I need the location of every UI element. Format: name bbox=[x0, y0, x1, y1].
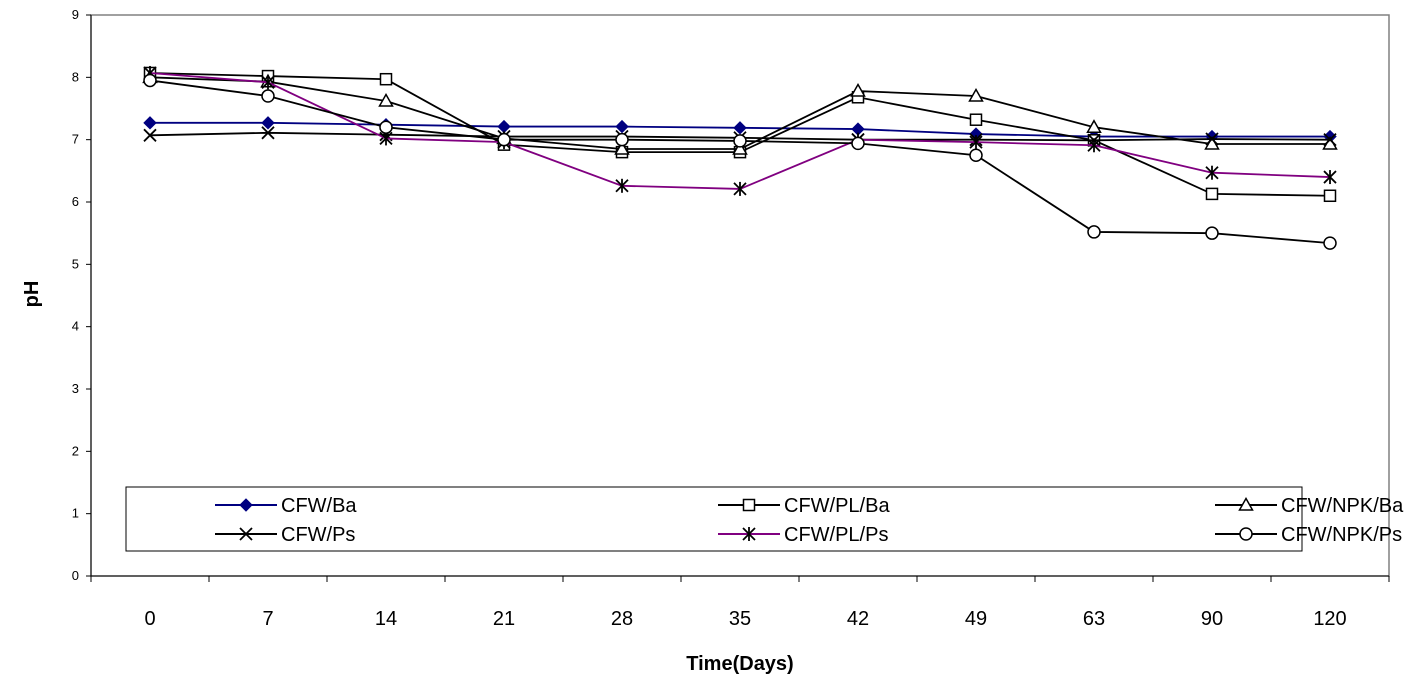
data-point bbox=[261, 89, 275, 103]
data-point bbox=[1205, 187, 1219, 201]
x-tick-label: 42 bbox=[847, 608, 869, 630]
data-point bbox=[1323, 189, 1337, 203]
data-point bbox=[143, 73, 157, 88]
x-tick-label: 28 bbox=[611, 608, 633, 630]
data-point bbox=[733, 181, 747, 196]
data-point bbox=[850, 83, 866, 97]
data-point bbox=[614, 140, 630, 155]
legend-entry: CFW/NPK/Ba bbox=[1215, 495, 1404, 517]
data-point bbox=[143, 116, 157, 130]
legend-label: CFW/NPK/Ps bbox=[1281, 524, 1402, 546]
legend-marker bbox=[1239, 527, 1253, 541]
legend-marker bbox=[239, 498, 253, 512]
data-point bbox=[732, 140, 748, 155]
x-tick-label: 49 bbox=[965, 608, 987, 630]
x-tick-label: 14 bbox=[375, 608, 397, 630]
data-point bbox=[851, 136, 865, 151]
x-axis-title: Time(Days) bbox=[686, 653, 793, 675]
data-point bbox=[378, 92, 394, 107]
legend-label: CFW/PL/Ps bbox=[784, 524, 888, 546]
data-point bbox=[261, 126, 275, 140]
x-tick-label: 90 bbox=[1201, 608, 1223, 630]
series-cfw-npk-ba bbox=[142, 69, 1338, 155]
y-tick-label: 5 bbox=[72, 256, 79, 271]
data-point bbox=[1086, 119, 1102, 133]
y-tick-label: 3 bbox=[72, 381, 79, 396]
y-axis: 0 1 2 3 4 5 6 7 8 9 bbox=[72, 7, 92, 583]
data-point bbox=[379, 72, 393, 86]
data-point bbox=[969, 135, 983, 150]
data-point bbox=[497, 132, 511, 147]
legend-marker bbox=[1238, 496, 1254, 511]
x-tick-label: 0 bbox=[144, 608, 155, 630]
series-cfw-ba bbox=[143, 116, 1337, 144]
data-point bbox=[1323, 236, 1337, 250]
legend-box bbox=[125, 486, 1303, 552]
data-point bbox=[261, 75, 275, 90]
x-tick-label: 120 bbox=[1313, 608, 1346, 630]
legend-entry: CFW/Ba bbox=[215, 495, 357, 517]
x-ticks: 0 7 14 21 28 35 42 49 63 90 120 bbox=[90, 576, 1390, 630]
series-layer bbox=[142, 65, 1338, 250]
y-tick-label: 7 bbox=[72, 132, 79, 147]
y-tick-label: 2 bbox=[72, 443, 79, 458]
series-cfw-npk-ps bbox=[143, 73, 1337, 250]
legend-marker bbox=[742, 498, 756, 512]
y-tick-label: 8 bbox=[72, 69, 79, 84]
legend-entry: CFW/NPK/Ps bbox=[1215, 524, 1402, 546]
data-point bbox=[1087, 225, 1101, 239]
x-tick-label: 35 bbox=[729, 608, 751, 630]
y-tick-label: 0 bbox=[72, 568, 79, 583]
data-point bbox=[615, 119, 629, 134]
x-axis: 0 7 14 21 28 35 42 49 63 90 120 bbox=[90, 575, 1390, 630]
legend-entry: CFW/PL/Ba bbox=[718, 495, 890, 517]
y-tick-label: 1 bbox=[72, 506, 79, 521]
legend-label: CFW/NPK/Ba bbox=[1281, 495, 1404, 517]
legend-marker bbox=[742, 527, 756, 541]
plot-area bbox=[90, 14, 1390, 577]
data-point bbox=[969, 148, 983, 162]
data-point bbox=[969, 113, 983, 126]
x-tick-label: 63 bbox=[1083, 608, 1105, 630]
data-point bbox=[1323, 133, 1337, 147]
legend-label: CFW/Ba bbox=[281, 495, 357, 517]
legend: CFW/Ba CFW/PL/Ba CFW/NPK/Ba CFW/Ps CFW/PL/Ps… bbox=[125, 486, 1404, 552]
data-point bbox=[1205, 226, 1219, 240]
y-tick-label: 9 bbox=[72, 7, 79, 22]
legend-label: CFW/PL/Ba bbox=[784, 495, 890, 517]
legend-entry: CFW/Ps bbox=[215, 524, 355, 546]
y-tick-label: 4 bbox=[72, 319, 79, 334]
data-point bbox=[143, 128, 157, 142]
y-ticks: 0 1 2 3 4 5 6 7 8 9 bbox=[72, 7, 91, 583]
x-tick-label: 21 bbox=[493, 608, 515, 630]
data-point bbox=[733, 121, 747, 135]
y-axis-title: pH bbox=[21, 281, 43, 308]
y-tick-label: 6 bbox=[72, 194, 79, 209]
legend-marker bbox=[239, 527, 253, 541]
plot-border bbox=[90, 14, 1390, 577]
data-point bbox=[1087, 138, 1101, 153]
data-point bbox=[615, 132, 629, 147]
data-point bbox=[615, 178, 629, 193]
data-point bbox=[1323, 170, 1337, 185]
data-point bbox=[379, 120, 393, 134]
data-point bbox=[261, 116, 275, 130]
legend-label: CFW/Ps bbox=[281, 524, 355, 546]
legend-entry: CFW/PL/Ps bbox=[718, 524, 888, 546]
data-point bbox=[733, 134, 747, 148]
data-point bbox=[1205, 165, 1219, 180]
data-point bbox=[1205, 132, 1219, 146]
x-tick-label: 7 bbox=[262, 608, 273, 630]
data-point bbox=[968, 88, 984, 102]
